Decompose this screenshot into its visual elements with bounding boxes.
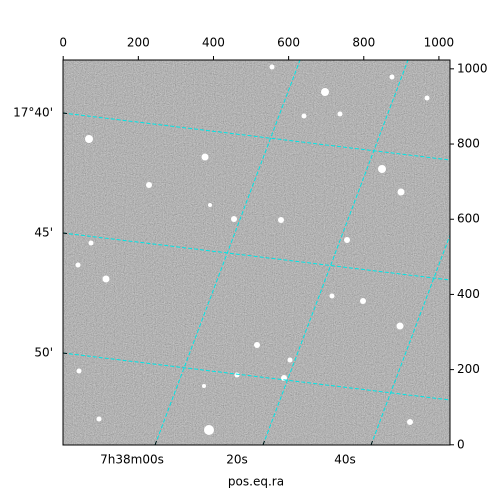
ra-grid-line (370, 233, 450, 445)
right-tick-label: 800 (457, 137, 480, 151)
right-tick-label: 200 (457, 362, 480, 376)
right-tick-label: 1000 (457, 61, 488, 75)
ra-grid-line (262, 60, 409, 445)
ra-tick (154, 440, 157, 446)
right-tick-label: 0 (457, 437, 465, 451)
right-tick-label: 400 (457, 287, 480, 301)
dec-tick-label: 17°40' (13, 106, 53, 120)
ra-tick-label: 20s (226, 453, 248, 467)
sky-image (63, 60, 450, 445)
wcs-grid (63, 60, 450, 445)
right-tick-label: 600 (457, 212, 480, 226)
frame (62, 59, 451, 446)
dec-tick-label: 45' (34, 226, 53, 240)
dec-grid-line (63, 352, 450, 401)
ra-tick (262, 440, 265, 446)
dec-grid-line (63, 112, 450, 161)
dec-tick (62, 232, 68, 234)
dec-tick (62, 112, 68, 114)
dec-tick-label: 50' (34, 346, 53, 360)
dec-grid-line (63, 232, 450, 281)
top-tick-label: 800 (352, 36, 375, 50)
top-tick-label: 600 (277, 36, 300, 50)
ra-tick (370, 440, 373, 446)
x-axis-label: pos.eq.ra (228, 475, 284, 489)
top-tick-label: 0 (59, 36, 67, 50)
dec-tick (62, 352, 68, 354)
ra-tick-label: 7h38m00s (100, 453, 164, 467)
stars (75, 64, 430, 435)
top-tick-label: 400 (202, 36, 225, 50)
ra-tick-label: 40s (334, 453, 356, 467)
top-tick-label: 1000 (424, 36, 455, 50)
top-tick-label: 200 (127, 36, 150, 50)
